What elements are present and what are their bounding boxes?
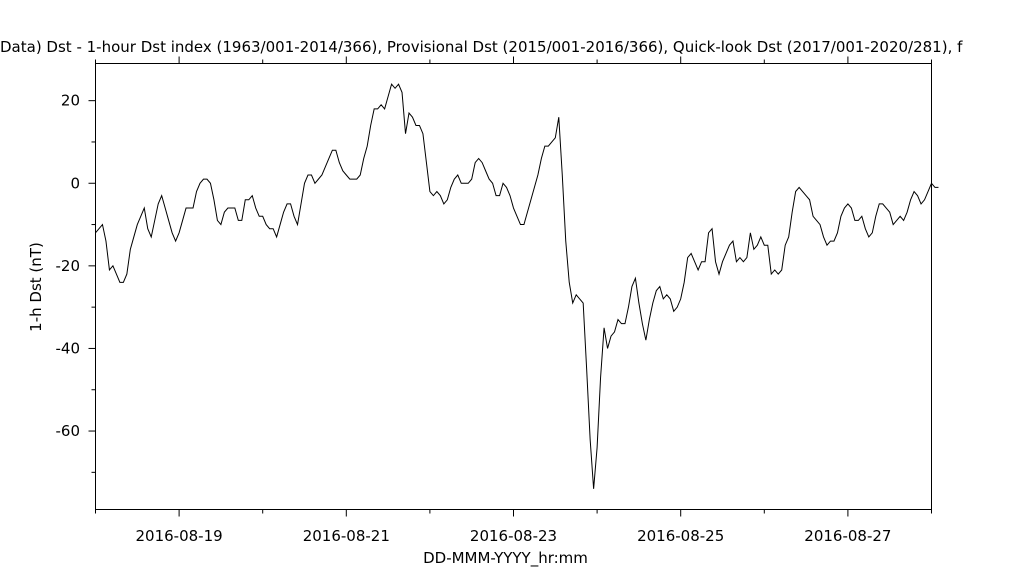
x-tick-label: 2016-08-23 bbox=[470, 527, 557, 545]
y-tick-label: -40 bbox=[56, 339, 81, 357]
y-tick-label: -60 bbox=[56, 422, 81, 440]
plot-frame bbox=[95, 63, 932, 510]
x-axis-label: DD-MMM-YYYY_hr:mm bbox=[423, 549, 588, 567]
chart-title: Data) Dst - 1-hour Dst index (1963/001-2… bbox=[0, 38, 963, 56]
y-axis-label: 1-h Dst (nT) bbox=[27, 242, 45, 332]
y-tick-label: 20 bbox=[61, 92, 80, 110]
x-tick-label: 2016-08-21 bbox=[303, 527, 390, 545]
x-tick-label: 2016-08-19 bbox=[136, 527, 223, 545]
dst-series-line bbox=[95, 83, 939, 489]
x-tick-label: 2016-08-25 bbox=[637, 527, 724, 545]
axis-tick-labels: 2016-08-19 2016-08-21 2016-08-23 2016-08-25… bbox=[56, 92, 892, 545]
y-tick-label: -20 bbox=[56, 257, 81, 275]
axis-ticks bbox=[88, 56, 932, 517]
x-tick-label: 2016-08-27 bbox=[804, 527, 891, 545]
y-tick-label: 0 bbox=[70, 174, 80, 192]
